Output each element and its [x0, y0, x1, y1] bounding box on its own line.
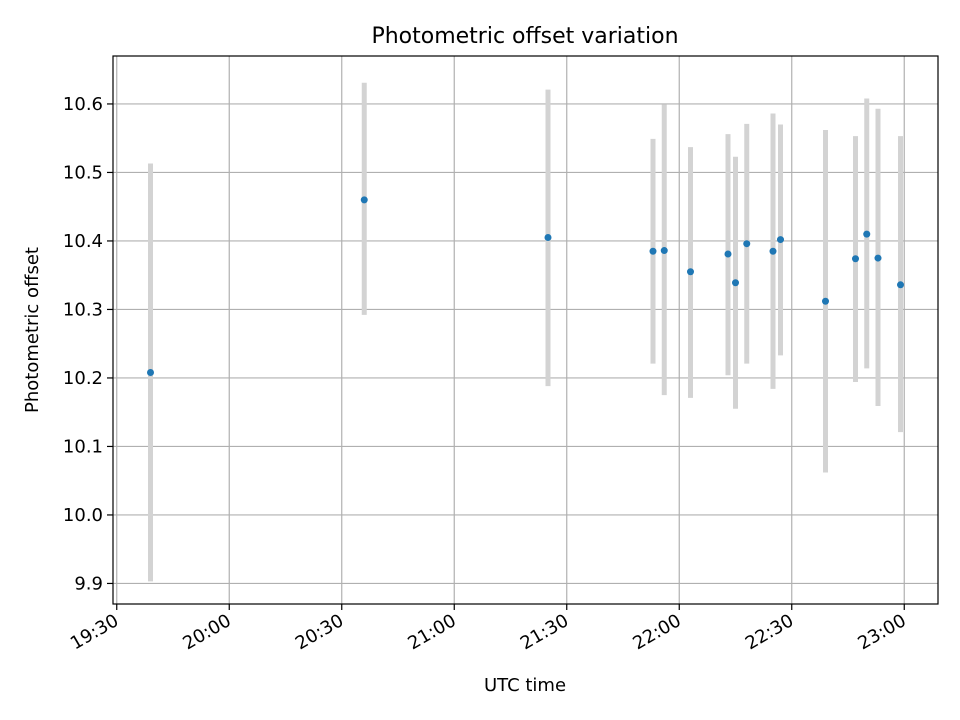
- y-tick-label: 10.3: [63, 299, 103, 320]
- x-tick-label: 19:30: [67, 610, 122, 654]
- data-point: [687, 268, 694, 276]
- data-point: [360, 196, 368, 204]
- y-axis-ticks: 9.9 10.0 10.1 10.2 10.3 10.4 10.5 10.6: [63, 94, 113, 594]
- y-tick-label: 9.9: [74, 573, 103, 594]
- x-tick-label: 22:00: [629, 610, 684, 654]
- x-tick-label: 21:30: [517, 610, 572, 654]
- y-tick-label: 10.5: [63, 162, 103, 183]
- data-point: [777, 236, 784, 244]
- data-point: [822, 297, 829, 305]
- y-tick-label: 10.6: [63, 94, 103, 115]
- data-point: [852, 255, 859, 263]
- y-axis-label: Photometric offset: [22, 247, 43, 413]
- data-point: [732, 279, 739, 287]
- plot-frame: [112, 55, 939, 605]
- y-tick-label: 10.2: [63, 368, 103, 389]
- data-point: [660, 247, 668, 255]
- y-tick-label: 10.1: [63, 436, 103, 457]
- grid: [113, 56, 938, 604]
- error-bars: [148, 82, 903, 582]
- data-point: [874, 254, 882, 262]
- data-point: [649, 247, 657, 255]
- data-point: [769, 247, 777, 255]
- x-tick-label: 23:00: [854, 610, 909, 654]
- data-points: [147, 196, 904, 376]
- chart-title: Photometric offset variation: [371, 24, 678, 49]
- data-point: [544, 234, 552, 242]
- x-tick-label: 20:00: [179, 610, 234, 654]
- x-axis-ticks: 19:30 20:00 20:30 21:00 21:30 22:00 22:30 23:00: [67, 604, 910, 654]
- x-tick-label: 22:30: [742, 610, 797, 654]
- data-point: [147, 368, 154, 376]
- x-tick-label: 21:00: [404, 610, 459, 654]
- y-tick-label: 10.0: [63, 505, 103, 526]
- data-point: [897, 281, 904, 289]
- data-point: [863, 230, 871, 238]
- data-point: [743, 240, 751, 248]
- x-axis-label: UTC time: [484, 675, 566, 696]
- x-tick-label: 20:30: [292, 610, 347, 654]
- data-point: [724, 250, 732, 258]
- y-tick-label: 10.4: [63, 231, 103, 252]
